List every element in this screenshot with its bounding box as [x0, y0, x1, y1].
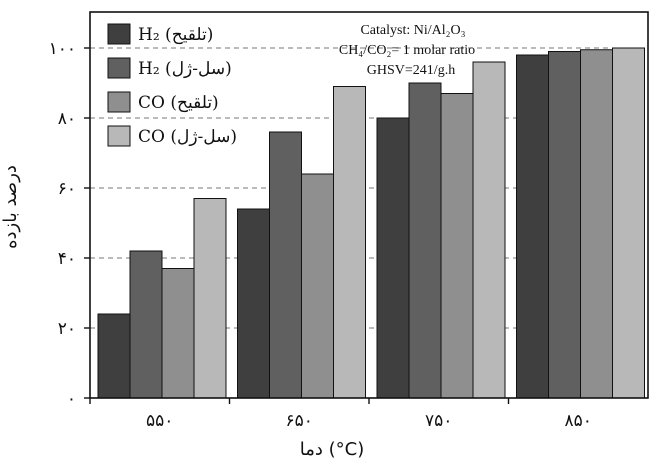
y-tick-label: ۸۰	[58, 109, 76, 129]
x-tick-label: ۵۵۰	[146, 411, 173, 431]
bar	[333, 86, 366, 399]
legend-swatch	[107, 91, 131, 113]
y-tick-label: ۲۰	[58, 319, 76, 339]
y-tick-label: ۴۰	[58, 249, 76, 269]
bar	[237, 208, 270, 399]
annotation-ghsv: GHSV=241/g.h	[367, 63, 455, 78]
annotation: Catalyst: Ni/Al₂O₃ CH₄/CO₂= 1 molar rati…	[339, 23, 475, 78]
y-axis-ticks: ۰ ۲۰ ۴۰ ۶۰ ۸۰ ۱۰۰	[49, 39, 90, 409]
annotation-ratio: CH₄/CO₂= 1 molar ratio	[339, 43, 475, 58]
legend-label: CO (تلقیح)	[138, 93, 219, 113]
legend-label: H₂ (سل-ژل)	[138, 59, 232, 79]
bar	[580, 49, 613, 399]
bar	[301, 173, 334, 399]
bar	[472, 61, 506, 399]
bar	[193, 198, 227, 399]
bar	[548, 51, 581, 399]
x-tick-label: ۷۵۰	[425, 411, 452, 431]
y-tick-label: ۶۰	[58, 179, 76, 199]
reference-lines	[90, 47, 648, 329]
annotation-catalyst: Catalyst: Ni/Al₂O₃	[360, 23, 465, 38]
bar	[440, 93, 474, 399]
y-axis-title: درصد بازده	[0, 165, 21, 249]
x-tick-label: ۶۵۰	[286, 411, 313, 431]
bar	[408, 82, 442, 399]
x-axis-ticks: ۵۵۰ ۶۵۰ ۷۵۰ ۸۵۰	[89, 398, 592, 431]
bar	[97, 313, 131, 399]
bar	[161, 268, 195, 399]
x-tick-label: ۸۵۰	[565, 411, 592, 431]
legend-label: H₂ (تلقیح)	[138, 25, 213, 45]
x-axis-title: دما (°C)	[300, 439, 365, 460]
bar	[612, 47, 645, 399]
y-tick-label: ۱۰۰	[49, 39, 76, 59]
bar	[129, 250, 163, 399]
legend-swatch	[107, 57, 131, 79]
legend-swatch	[107, 23, 131, 45]
bars	[97, 47, 645, 399]
legend: H₂ (تلقیح) H₂ (سل-ژل) CO (تلقیح) CO (سل-ژل)	[107, 23, 237, 147]
bar	[269, 131, 302, 399]
legend-swatch	[107, 125, 131, 147]
y-tick-label: ۰	[67, 389, 76, 409]
legend-label: CO (سل-ژل)	[138, 127, 237, 147]
bar	[376, 117, 410, 399]
bar	[516, 54, 549, 399]
